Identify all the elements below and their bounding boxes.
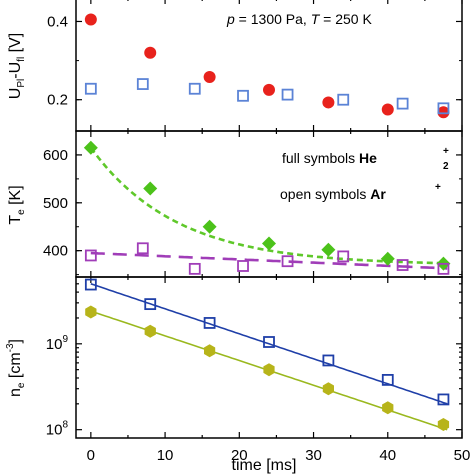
y-tick-label: 500 (43, 195, 68, 212)
top-series-1-point (337, 93, 350, 106)
top-series-0-point (437, 106, 450, 119)
y-tick-label: 108 (46, 420, 69, 439)
bottom-ylabel: ne [cm-3] (5, 339, 27, 397)
legend-open-symbols: open symbols Ar (280, 186, 386, 202)
bottom-fit-line-0 (90, 283, 448, 405)
bottom-frame (75, 276, 463, 439)
middle-series-1-point (281, 255, 294, 268)
middle-series-1-point (437, 262, 450, 275)
bottom-series-0-point (381, 373, 394, 386)
x-tick-label: 0 (87, 447, 95, 464)
middle-series-0-point (262, 236, 276, 251)
middle-series-0-point (83, 140, 98, 155)
middle-series-1-point (84, 249, 97, 262)
bottom-series-0-point (263, 336, 275, 348)
top-series-1-point (237, 89, 249, 102)
bottom-series-1-point (204, 344, 216, 358)
middle-panel: 400 500 600 (43, 130, 463, 278)
legend-full-symbols-sub: 2 (443, 161, 449, 172)
middle-series-0-point (202, 219, 217, 234)
svg-text:UPl-Ufl [V]: UPl-Ufl [V] (7, 33, 27, 99)
x-tick-label: 20 (231, 447, 248, 464)
top-series-0-point (381, 103, 394, 116)
x-tick-label: 50 (454, 447, 471, 464)
bottom-series-0-point (203, 317, 216, 329)
top-series-1-point (281, 88, 294, 101)
middle-series-0-point (380, 251, 395, 266)
x-tick-label: 10 (157, 447, 174, 464)
middle-series-1-point (136, 242, 149, 255)
y-tick-label: 0.4 (47, 13, 68, 30)
y-tick-label: 600 (43, 147, 68, 164)
bottom-series-1-point (437, 418, 450, 431)
legend-full-symbols: full symbols He (282, 150, 377, 166)
x-axis-title: time [ms] (232, 457, 297, 474)
x-tick-label: 30 (305, 447, 322, 464)
middle-series-1-point (396, 259, 409, 271)
y-tick-label: 0.2 (47, 92, 68, 109)
top-series-0-point (84, 13, 97, 26)
middle-series-0-point (321, 242, 336, 257)
svg-text:Te [K]: Te [K] (7, 185, 27, 224)
bottom-series-1-point (85, 305, 97, 319)
middle-fit-line-1 (90, 251, 448, 270)
top-series-1-point (84, 82, 97, 95)
middle-series-0-point (143, 181, 158, 196)
top-series-1-point (396, 97, 409, 110)
bottom-series-0-point (322, 354, 335, 367)
bottom-series-1-point (322, 382, 334, 396)
top-series-0-point (322, 96, 335, 109)
top-series-0-point (144, 46, 157, 59)
top-series-1-point (188, 82, 201, 95)
middle-series-1-point (337, 250, 350, 263)
middle-frame (75, 130, 463, 278)
bottom-series-0-point (144, 298, 157, 311)
middle-series-1-point (237, 260, 249, 272)
bottom-series-0-point (84, 278, 97, 291)
x-tick-label: 40 (379, 447, 396, 464)
top-series-0-point (263, 83, 275, 96)
middle-ylabel: Te [K] (7, 185, 27, 224)
bottom-series-1-point (382, 401, 394, 415)
bottom-series-0-point (437, 393, 450, 406)
svg-text:ne [cm-3]: ne [cm-3] (5, 339, 27, 397)
bottom-series-1-point (144, 324, 156, 338)
legend-open-symbols-sup: + (435, 182, 441, 193)
top-series-1-point (437, 102, 450, 115)
y-tick-label: 400 (43, 243, 68, 260)
bottom-panel: 0 10 20 30 40 50 108 109 (46, 276, 471, 464)
y-tick-label: 109 (46, 334, 69, 353)
legend-full-symbols-sup: + (443, 146, 449, 157)
top-series-0-point (203, 71, 216, 84)
top-ylabel: UPl-Ufl [V] (7, 33, 27, 99)
bottom-series-1-point (263, 363, 275, 377)
top-series-1-point (136, 78, 149, 90)
conditions-annotation: p = 1300 Pa, T = 250 K (226, 11, 372, 27)
middle-series-1-point (188, 262, 201, 275)
